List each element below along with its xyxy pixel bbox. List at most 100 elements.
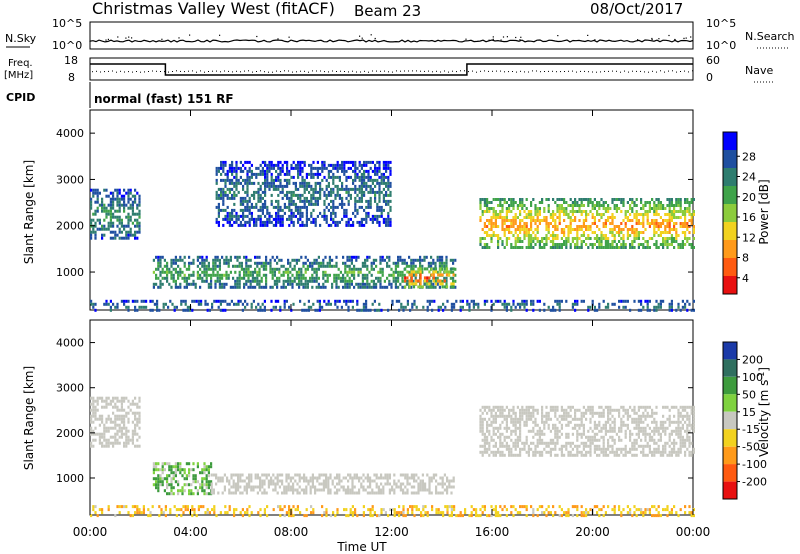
heatmap-cell [210, 285, 213, 289]
heatmap-cell [479, 414, 482, 418]
heatmap-cell [527, 444, 530, 448]
heatmap-cell [215, 181, 218, 185]
heatmap-cell [481, 237, 484, 240]
heatmap-cell [397, 264, 400, 268]
heatmap-cell [389, 181, 392, 185]
heatmap-cell [116, 305, 119, 309]
heatmap-cell [303, 181, 306, 185]
heatmap-cell [233, 166, 236, 170]
heatmap-cell [190, 273, 193, 277]
heatmap-cell [96, 188, 99, 192]
heatmap-cell [541, 411, 544, 415]
heatmap-cell [174, 279, 177, 283]
heatmap-cell [552, 438, 555, 442]
heatmap-cell [269, 264, 272, 268]
heatmap-cell [327, 181, 330, 185]
heatmap-cell [688, 204, 691, 207]
heatmap-cell [314, 202, 317, 206]
heatmap-cell [387, 187, 390, 191]
heatmap-cell [322, 258, 325, 262]
heatmap-cell [479, 243, 482, 246]
heatmap-cell [379, 282, 382, 286]
heatmap-cell [503, 302, 506, 306]
heatmap-cell [248, 476, 251, 480]
heatmap-cell [305, 491, 308, 495]
heatmap-cell [316, 172, 319, 176]
heatmap-cell [580, 435, 583, 439]
heatmap-cell [521, 411, 524, 415]
heatmap-cell [347, 491, 350, 495]
heatmap-cell [571, 405, 574, 409]
heatmap-cell [391, 302, 394, 306]
heatmap-cell [347, 488, 350, 492]
heatmap-cell [387, 166, 390, 170]
heatmap-cell [368, 255, 371, 259]
heatmap-cell [508, 302, 511, 306]
heatmap-cell [613, 417, 616, 421]
heatmap-cell [635, 219, 638, 222]
heatmap-cell [503, 222, 506, 225]
heatmap-cell [369, 160, 372, 164]
heatmap-cell [105, 302, 108, 306]
heatmap-cell [123, 302, 126, 306]
heatmap-cell [481, 423, 484, 427]
heatmap-cell [259, 163, 262, 167]
heatmap-cell [670, 201, 673, 204]
nave-point [504, 71, 505, 73]
heatmap-cell [92, 188, 95, 192]
heatmap-cell [664, 219, 667, 222]
heatmap-cell [237, 181, 240, 185]
heatmap-cell [587, 246, 590, 249]
heatmap-cell [378, 184, 381, 188]
heatmap-cell [218, 276, 221, 280]
heatmap-cell [238, 270, 241, 274]
heatmap-cell [633, 426, 636, 430]
heatmap-cell [238, 255, 241, 259]
heatmap-cell [318, 482, 321, 486]
heatmap-cell [602, 453, 605, 457]
heatmap-cell [196, 258, 199, 262]
heatmap-cell [688, 302, 691, 306]
heatmap-cell [536, 225, 539, 228]
heatmap-cell [483, 225, 486, 228]
heatmap-cell [313, 270, 316, 274]
heatmap-cell [519, 420, 522, 424]
heatmap-cell [666, 219, 669, 222]
heatmap-cell [692, 299, 695, 303]
heatmap-cell [615, 198, 618, 201]
heatmap-cell [218, 261, 221, 265]
heatmap-cell [483, 204, 486, 207]
heatmap-cell [626, 417, 629, 421]
heatmap-cell [629, 432, 632, 436]
heatmap-cell [416, 258, 419, 262]
heatmap-cell [254, 485, 257, 489]
ytick-label: 4000 [56, 127, 84, 140]
heatmap-cell [134, 305, 137, 309]
heatmap-cell [173, 305, 176, 309]
heatmap-cell [521, 201, 524, 204]
heatmap-cell [538, 213, 541, 216]
heatmap-cell [367, 214, 370, 218]
heatmap-cell [218, 273, 221, 277]
heatmap-cell [234, 482, 237, 486]
heatmap-cell [301, 178, 304, 182]
heatmap-cell [510, 420, 513, 424]
heatmap-cell [354, 187, 357, 191]
heatmap-cell [532, 414, 535, 418]
heatmap-cell [239, 223, 242, 227]
heatmap-cell [223, 488, 226, 492]
heatmap-cell [378, 302, 381, 306]
heatmap-cell [428, 282, 431, 286]
heatmap-cell [503, 198, 506, 201]
heatmap-cell [580, 213, 583, 216]
heatmap-cell [538, 246, 541, 249]
heatmap-cell [127, 218, 130, 222]
heatmap-cell [366, 476, 369, 480]
heatmap-cell [382, 208, 385, 212]
heatmap-cell [253, 193, 256, 197]
heatmap-cell [554, 237, 557, 240]
heatmap-cell [596, 411, 599, 415]
heatmap-cell [334, 163, 337, 167]
heatmap-cell [385, 220, 388, 224]
heatmap-cell [330, 187, 333, 191]
